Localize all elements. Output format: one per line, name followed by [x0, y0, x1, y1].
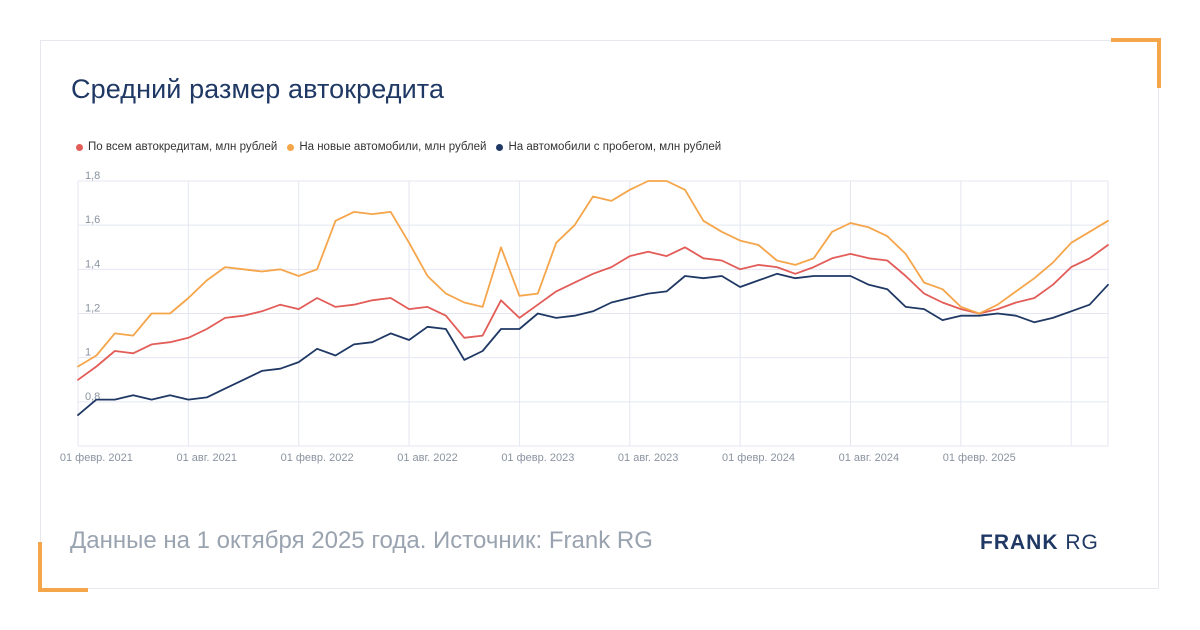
- legend-item-all: По всем автокредитам, млн рублей: [76, 141, 277, 153]
- y-tick-label: 1: [85, 347, 91, 359]
- series-line-used: [77, 272, 1109, 417]
- x-tick-label: 01 февр. 2025: [943, 452, 1016, 464]
- y-tick-label: 0,8: [85, 391, 100, 403]
- x-tick-label: 01 февр. 2024: [722, 452, 795, 464]
- frank-rg-logo: FRANK RG: [980, 531, 1099, 555]
- legend-label-new: На новые автомобили, млн рублей: [299, 141, 487, 153]
- series-line-all: [77, 244, 1109, 381]
- corner-accent-top-right: [1111, 38, 1161, 88]
- x-tick-label: 01 авг. 2024: [839, 452, 900, 464]
- chart-title: Средний размер автокредита: [71, 74, 445, 104]
- chart-card: [40, 40, 1159, 589]
- y-tick-label: 1,2: [85, 303, 100, 315]
- x-tick-label: 01 февр. 2023: [501, 452, 574, 464]
- source-note: Данные на 1 октября 2025 года. Источник:…: [70, 527, 653, 554]
- legend-marker-new: [287, 143, 295, 151]
- x-tick-label: 01 февр. 2022: [281, 452, 354, 464]
- legend-item-new: На новые автомобили, млн рублей: [287, 141, 486, 153]
- legend-label-used: На автомобили с пробегом, млн рублей: [508, 141, 722, 153]
- corner-accent-bottom-left: [38, 542, 88, 592]
- x-tick-label: 01 авг. 2023: [618, 452, 679, 464]
- logo-bold-text: FRANK: [980, 531, 1059, 554]
- legend-label-all: По всем автокредитам, млн рублей: [88, 141, 278, 153]
- chart-legend: По всем автокредитам, млн рублей На новы…: [76, 141, 721, 153]
- logo-light-text: RG: [1065, 531, 1099, 554]
- x-tick-label: 01 авг. 2021: [176, 452, 237, 464]
- legend-marker-all: [76, 143, 83, 151]
- legend-item-used: На автомобили с пробегом, млн рублей: [496, 141, 721, 153]
- x-tick-label: 01 авг. 2022: [397, 452, 458, 464]
- y-tick-label: 1,4: [85, 258, 100, 270]
- series-line-new: [77, 180, 1109, 368]
- y-tick-label: 1,8: [85, 170, 100, 182]
- y-tick-label: 1,6: [85, 214, 100, 226]
- legend-marker-used: [496, 143, 504, 151]
- x-tick-label: 01 февр. 2021: [60, 452, 133, 464]
